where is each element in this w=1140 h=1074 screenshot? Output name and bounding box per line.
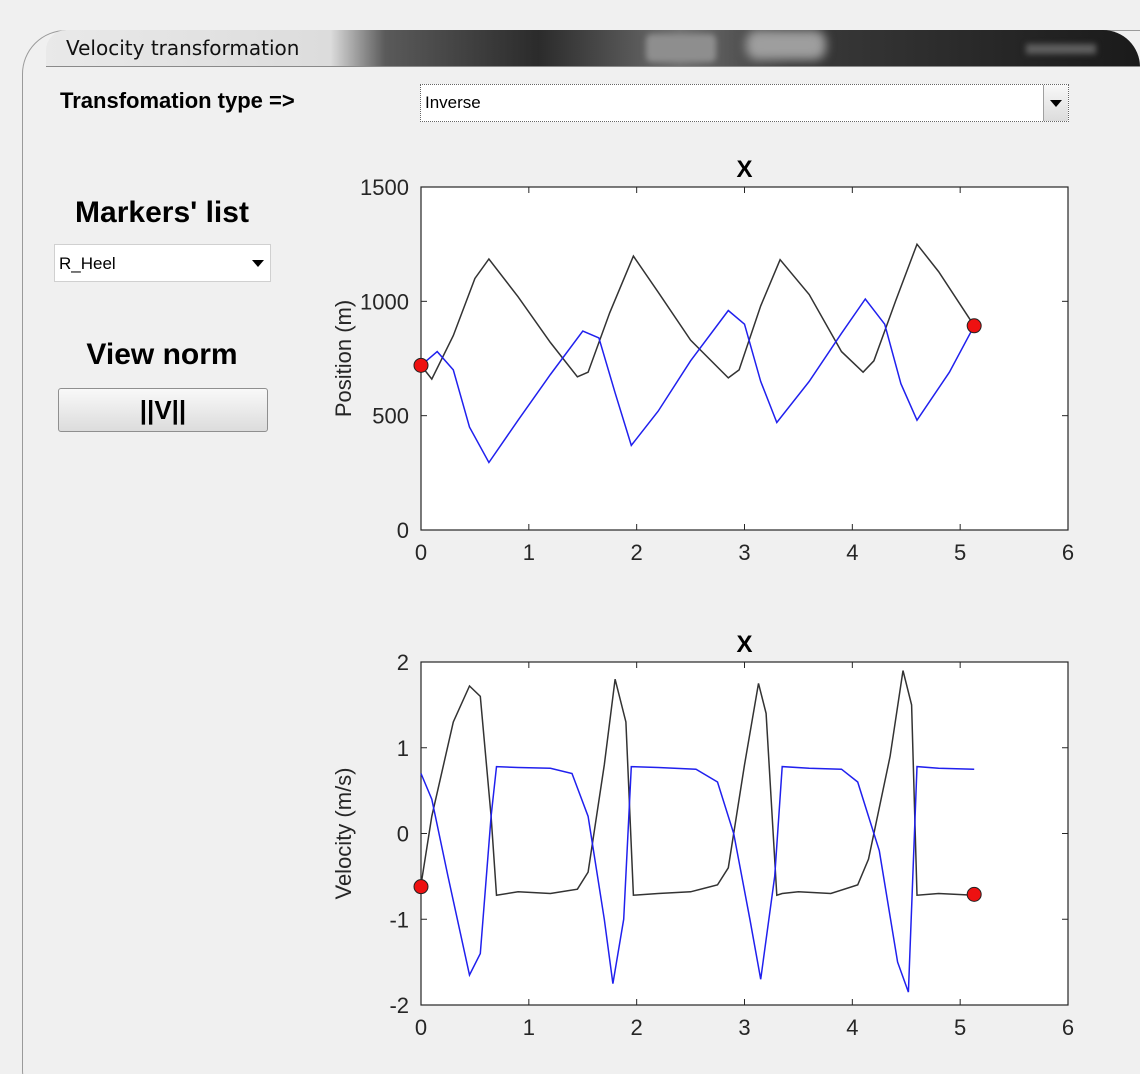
y-tick-label: 0: [397, 518, 409, 543]
transformation-type-label: Transfomation type =>: [60, 88, 295, 113]
title-bar[interactable]: Velocity transformation: [46, 30, 1140, 67]
series-line-black: [420, 670, 975, 897]
x-tick-label: 0: [415, 1015, 427, 1040]
y-axis-label: Velocity (m/s): [331, 767, 356, 899]
view-norm-button[interactable]: ||V||: [58, 388, 268, 432]
x-tick-label: 4: [846, 1015, 858, 1040]
x-tick-label: 3: [738, 1015, 750, 1040]
title-bar-decoration: [646, 34, 716, 62]
highlighted-point: [966, 886, 982, 902]
y-tick-label: -2: [389, 993, 409, 1018]
position-chart[interactable]: 0 1 2 3 4 5 6 0 500 1000 1500 X Position (m): [300, 150, 1100, 590]
x-tick-label: 5: [954, 1015, 966, 1040]
x-tick-label: 3: [738, 540, 750, 565]
plot-area: [420, 186, 1069, 531]
velocity-chart[interactable]: 0 1 2 3 4 5 6 -2 -1 0 1 2 X Velocity (m/s): [300, 625, 1100, 1065]
x-tick-label: 5: [954, 540, 966, 565]
transformation-type-dropdown[interactable]: Inverse: [420, 84, 1069, 122]
series-line-blue: [420, 297, 975, 464]
highlighted-point: [413, 879, 429, 895]
highlighted-point: [413, 357, 429, 373]
transformation-type-value: Inverse: [425, 93, 481, 112]
series-line-black: [420, 242, 975, 381]
y-tick-label: 1: [397, 736, 409, 761]
title-bar-decoration: [746, 30, 826, 60]
x-tick-label: 1: [523, 1015, 535, 1040]
title-bar-decoration: [1026, 44, 1096, 54]
y-tick-label: -1: [389, 907, 409, 932]
series-line-blue: [420, 765, 975, 993]
y-tick-label: 1500: [360, 175, 409, 200]
x-tick-label: 2: [631, 540, 643, 565]
plot-area: [420, 661, 1069, 1006]
markers-list-value: R_Heel: [59, 254, 116, 273]
y-tick-label: 2: [397, 650, 409, 675]
chevron-down-icon[interactable]: [246, 245, 270, 281]
y-tick-label: 1000: [360, 289, 409, 314]
x-tick-label: 0: [415, 540, 427, 565]
x-tick-label: 4: [846, 540, 858, 565]
view-norm-title: View norm: [86, 338, 238, 371]
chevron-down-icon[interactable]: [1043, 85, 1068, 121]
x-tick-label: 6: [1062, 540, 1074, 565]
y-axis-label: Position (m): [331, 300, 356, 417]
chart-title: X: [736, 631, 752, 658]
markers-list-dropdown[interactable]: R_Heel: [54, 244, 271, 282]
x-tick-label: 2: [631, 1015, 643, 1040]
window-title: Velocity transformation: [66, 36, 300, 60]
y-tick-label: 0: [397, 822, 409, 847]
highlighted-point: [966, 318, 982, 334]
x-tick-label: 6: [1062, 1015, 1074, 1040]
y-tick-label: 500: [372, 404, 409, 429]
x-tick-label: 1: [523, 540, 535, 565]
markers-list-title: Markers' list: [75, 196, 249, 229]
chart-title: X: [736, 156, 752, 183]
